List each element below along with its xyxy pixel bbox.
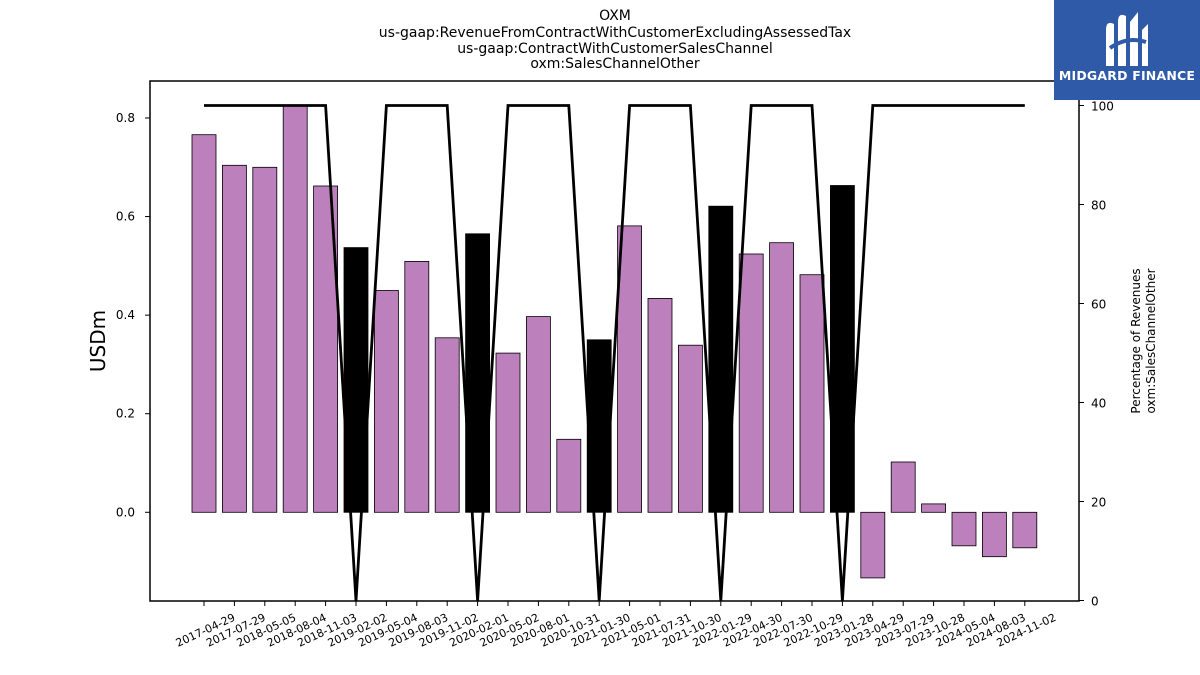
y-tick-label: 0.8	[116, 111, 135, 125]
bar-2018-08-04	[282, 104, 308, 513]
y2-axis-label-line-1: Percentage of Revenues	[1129, 268, 1143, 413]
logo-mark-icon	[1106, 12, 1148, 66]
bar-2019-05-04	[373, 290, 399, 513]
y2-tick-label: 20	[1091, 496, 1106, 510]
plot-frame	[149, 80, 1080, 602]
bar-2021-10-30	[678, 344, 703, 513]
y2-tick-label: 60	[1091, 298, 1106, 312]
y-tick-label: 0.6	[116, 210, 135, 224]
bar-2022-10-29	[799, 274, 825, 513]
bar-2024-11-02	[1012, 511, 1038, 549]
chart-title: OXM us-gaap:RevenueFromContractWithCusto…	[379, 8, 851, 72]
percentage-line-series	[204, 104, 1025, 601]
bar-2018-05-05	[252, 166, 278, 513]
logo-text: MIDGARD FINANCE	[1058, 68, 1196, 83]
chart-title-line-2: us-gaap:RevenueFromContractWithCustomerE…	[379, 25, 851, 41]
bar-2021-05-01	[617, 225, 642, 513]
y-axis-right: 0 20 40 60 80 100	[1079, 100, 1114, 609]
y2-tick-label: 100	[1091, 100, 1114, 114]
chart-title-line-4: oxm:SalesChannelOther	[530, 56, 700, 72]
bar-2021-07-31	[647, 297, 673, 513]
y2-tick-label: 80	[1091, 199, 1106, 213]
bar-2022-07-30	[769, 242, 794, 513]
midgard-finance-logo: MIDGARD FINANCE	[1054, 0, 1200, 100]
chart-title-line-3: us-gaap:ContractWithCustomerSalesChannel	[457, 41, 773, 57]
bar-2017-07-29	[221, 164, 247, 513]
y-axis-left: 0.0 0.2 0.4 0.6 0.8	[116, 111, 150, 519]
percentage-line	[204, 104, 1025, 601]
bar-2019-08-03	[404, 260, 430, 513]
y2-tick-label: 0	[1091, 595, 1099, 609]
y-axis-label: USDm	[86, 310, 110, 372]
chart-title-line-1: OXM	[599, 8, 631, 24]
bar-2020-08-01	[526, 316, 551, 513]
x-axis: 2017-04-292017-07-292018-05-052018-08-04…	[174, 601, 1058, 650]
y2-tick-label: 40	[1091, 397, 1106, 411]
bar-2022-04-30	[738, 253, 764, 513]
y2-axis-label-line-2: oxm:SalesChannelOther	[1144, 268, 1158, 413]
bar-2020-10-31	[556, 438, 582, 513]
y-tick-label: 0.4	[116, 308, 135, 322]
y-tick-label: 0.2	[116, 407, 135, 421]
bar-2024-08-03	[982, 511, 1007, 558]
bar-2020-05-02	[495, 352, 521, 513]
bar-2017-04-29	[191, 134, 217, 513]
bar-2024-05-04	[951, 511, 977, 547]
bar-2023-04-29	[860, 511, 886, 579]
bar-2023-07-29	[890, 461, 916, 513]
bar-2023-10-28	[921, 503, 946, 513]
bar-2019-11-02	[434, 337, 460, 513]
y-tick-label: 0.0	[116, 505, 135, 519]
